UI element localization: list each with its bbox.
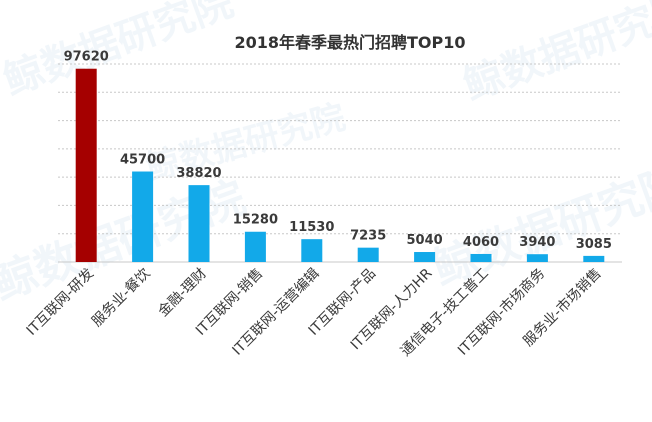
bars (75, 68, 605, 262)
data-label: 3940 (519, 235, 555, 250)
bar (357, 247, 379, 262)
data-label: 5040 (407, 233, 443, 248)
bar (132, 171, 154, 262)
watermark-text: 鲸数据研究院 (142, 97, 349, 188)
bar (526, 254, 548, 262)
bar (188, 185, 210, 262)
bar (301, 239, 323, 262)
data-label: 38820 (176, 166, 221, 181)
x-tick-label: 金融-理财 (155, 266, 209, 320)
data-label: 3085 (576, 237, 612, 252)
bar (583, 255, 605, 262)
data-label: 15280 (233, 213, 278, 228)
data-labels: 97620 45700 38820 15280 11530 7235 5040 4060 394… (64, 50, 612, 252)
data-label: 4060 (463, 235, 499, 250)
bar (75, 68, 97, 262)
data-label: 97620 (64, 50, 109, 65)
watermark-text: 鲸数据研究院 (458, 0, 652, 109)
bar (470, 253, 492, 262)
chart-title: 2018年春季最热门招聘TOP10 (234, 33, 465, 52)
data-label: 7235 (350, 229, 386, 244)
bar (414, 252, 436, 262)
watermark-text: 鲸数据研究院 (0, 0, 239, 104)
data-label: 45700 (120, 153, 165, 168)
data-label: 11530 (289, 220, 334, 235)
bar (244, 231, 266, 262)
